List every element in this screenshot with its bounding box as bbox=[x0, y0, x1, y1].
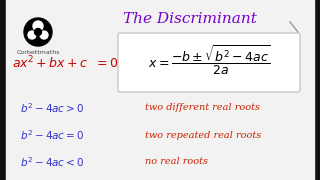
Bar bbox=[314, 0, 320, 180]
Text: two repeated real roots: two repeated real roots bbox=[145, 130, 261, 140]
Text: $b^2 - 4ac = 0$: $b^2 - 4ac = 0$ bbox=[20, 128, 84, 142]
Circle shape bbox=[40, 31, 48, 39]
Text: $ax^2+bx+c\ \ =0$: $ax^2+bx+c\ \ =0$ bbox=[12, 55, 119, 72]
Text: two different real roots: two different real roots bbox=[145, 103, 260, 112]
Circle shape bbox=[28, 31, 36, 39]
FancyBboxPatch shape bbox=[118, 33, 300, 92]
Circle shape bbox=[33, 21, 43, 31]
Text: $b^2 - 4ac < 0$: $b^2 - 4ac < 0$ bbox=[20, 155, 84, 169]
Text: The Discriminant: The Discriminant bbox=[123, 12, 257, 26]
Text: $b^2 - 4ac > 0$: $b^2 - 4ac > 0$ bbox=[20, 101, 84, 115]
Circle shape bbox=[35, 28, 42, 35]
Text: no real roots: no real roots bbox=[145, 158, 208, 166]
Text: $x = \dfrac{-b \pm \sqrt{b^2 - 4ac}}{2a}$: $x = \dfrac{-b \pm \sqrt{b^2 - 4ac}}{2a}… bbox=[148, 44, 270, 77]
Bar bbox=[0, 0, 6, 180]
Text: Corbettmaths: Corbettmaths bbox=[16, 50, 60, 55]
Circle shape bbox=[24, 18, 52, 46]
